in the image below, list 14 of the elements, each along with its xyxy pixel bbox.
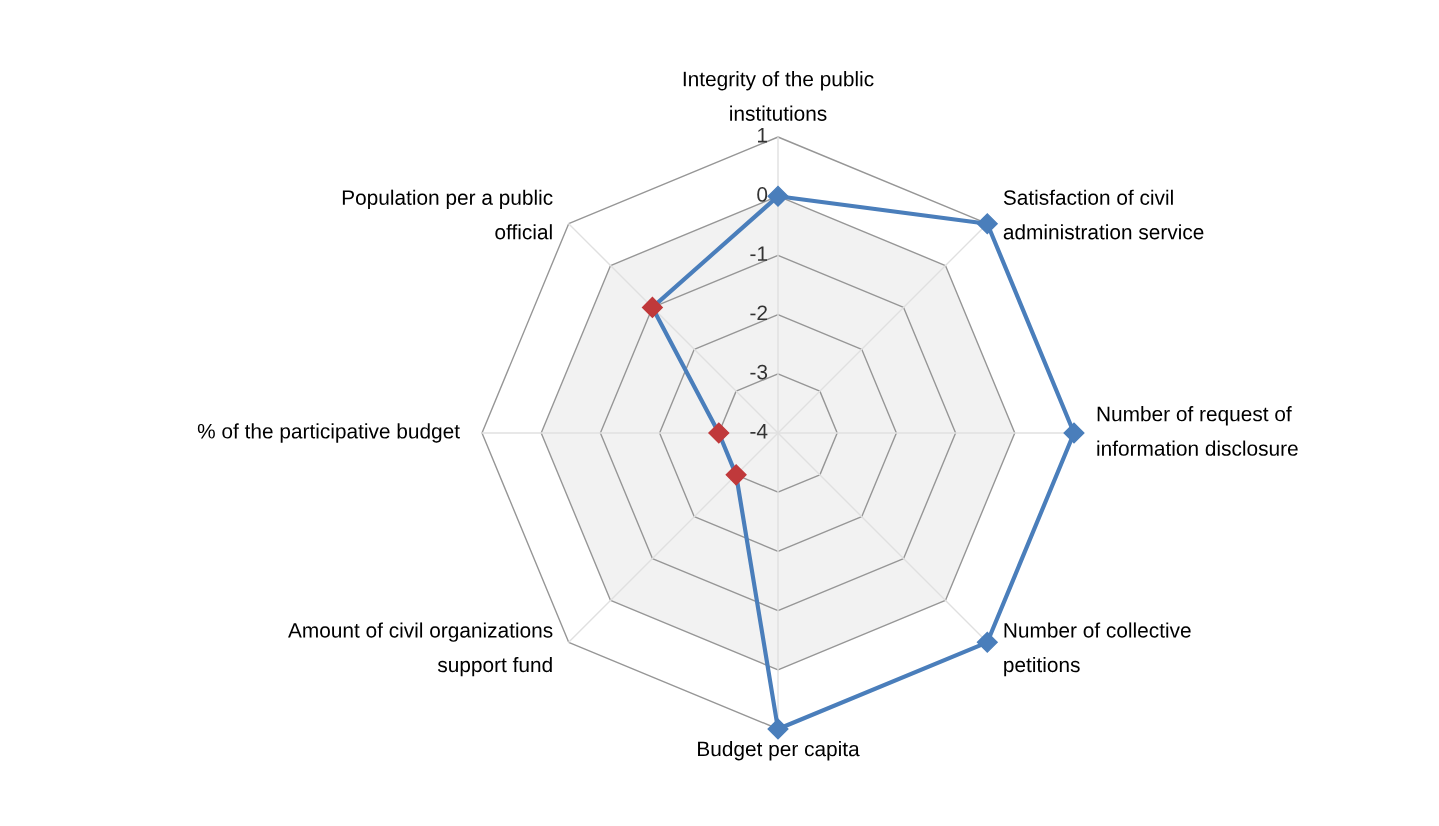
spoke-label: Satisfaction of civil administration service [1003, 189, 1204, 240]
spoke-label: Number of collective petitions [1004, 622, 1191, 677]
y-tick-label: -2 [750, 305, 767, 320]
y-tick-label: 1 [758, 128, 767, 143]
spoke-label: % of the participative budget [197, 423, 460, 443]
y-tick-label: -4 [750, 424, 768, 439]
y-tick-label: -1 [750, 246, 767, 261]
y-tick-label: 0 [757, 187, 768, 202]
spoke-label: Number of request of information disclosure [1097, 406, 1298, 456]
spoke-label: Integrity of the public institutions [683, 71, 874, 121]
spoke-label: Amount of civil organizations support fund [288, 622, 553, 677]
spoke-label: Population per a public official [342, 189, 553, 240]
spoke-label: Budget per capita [698, 741, 860, 761]
y-tick-label: -3 [750, 364, 768, 380]
